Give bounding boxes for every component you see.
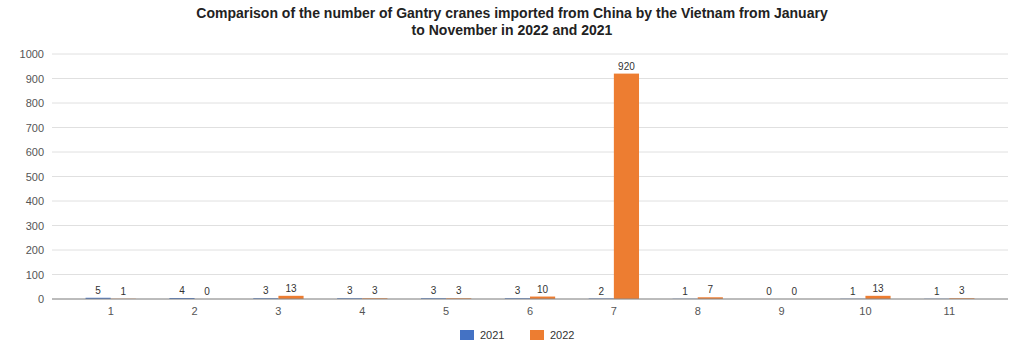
grid-line: [52, 176, 1008, 177]
data-label: 1: [120, 286, 126, 297]
data-label: 1: [682, 286, 688, 297]
chart-svg: Comparison of the number of Gantry crane…: [0, 0, 1024, 357]
grid-line: [52, 78, 1008, 79]
bar: [614, 74, 639, 299]
data-label: 7: [708, 284, 714, 295]
grid-line: [52, 274, 1008, 275]
legend-swatch: [530, 330, 544, 340]
data-label: 3: [431, 285, 437, 296]
grid-line: [52, 201, 1008, 202]
y-tick-label: 100: [26, 269, 44, 281]
grid-line: [52, 250, 1008, 251]
y-tick-label: 700: [26, 122, 44, 134]
data-label: 13: [872, 283, 884, 294]
data-label: 2: [598, 286, 604, 297]
y-tick-label: 900: [26, 73, 44, 85]
x-tick-label: 1: [108, 305, 114, 317]
legend-swatch: [460, 330, 474, 340]
legend-label: 2021: [480, 329, 504, 341]
y-tick-label: 300: [26, 220, 44, 232]
y-tick-label: 800: [26, 97, 44, 109]
data-label: 10: [537, 284, 549, 295]
x-tick-label: 5: [443, 305, 449, 317]
data-label: 0: [791, 286, 797, 297]
bars: [86, 74, 975, 299]
x-tick-label: 6: [527, 305, 533, 317]
y-tick-label: 1000: [20, 48, 44, 60]
y-tick-label: 600: [26, 146, 44, 158]
data-label: 3: [456, 285, 462, 296]
data-label: 3: [372, 285, 378, 296]
grid-line: [52, 152, 1008, 153]
data-label: 4: [179, 285, 185, 296]
data-label: 0: [204, 286, 210, 297]
y-tick-label: 0: [38, 293, 44, 305]
x-tick-label: 9: [779, 305, 785, 317]
x-axis-line: [52, 299, 1008, 300]
x-tick-label: 7: [611, 305, 617, 317]
data-label: 3: [515, 285, 521, 296]
data-label: 3: [263, 285, 269, 296]
title: Comparison of the number of Gantry crane…: [196, 5, 828, 38]
data-label: 0: [766, 286, 772, 297]
grid-line: [52, 54, 1008, 55]
grid-line: [52, 225, 1008, 226]
data-label: 1: [850, 286, 856, 297]
x-tick-label: 8: [695, 305, 701, 317]
data-label: 5: [95, 285, 101, 296]
chart-container: Comparison of the number of Gantry crane…: [0, 0, 1024, 357]
x-tick-label: 3: [275, 305, 281, 317]
legend: 2021 2022: [460, 329, 574, 341]
x-tick-label: 11: [944, 305, 955, 317]
grid-line: [52, 127, 1008, 128]
grid-line: [52, 299, 1008, 300]
y-tick-label: 200: [26, 244, 44, 256]
data-labels: 543333210111013331092070133: [95, 61, 965, 297]
data-label: 1: [934, 286, 940, 297]
data-label: 3: [347, 285, 353, 296]
y-tick-label: 500: [26, 171, 44, 183]
x-tick-label: 10: [859, 305, 871, 317]
legend-label: 2022: [550, 329, 574, 341]
grid-line: [52, 103, 1008, 104]
data-label: 13: [285, 283, 297, 294]
data-label: 920: [618, 61, 635, 72]
x-tick-label: 4: [359, 305, 365, 317]
data-label: 3: [959, 285, 965, 296]
x-tick-label: 2: [191, 305, 197, 317]
grid: [52, 54, 1008, 299]
y-tick-label: 400: [26, 195, 44, 207]
